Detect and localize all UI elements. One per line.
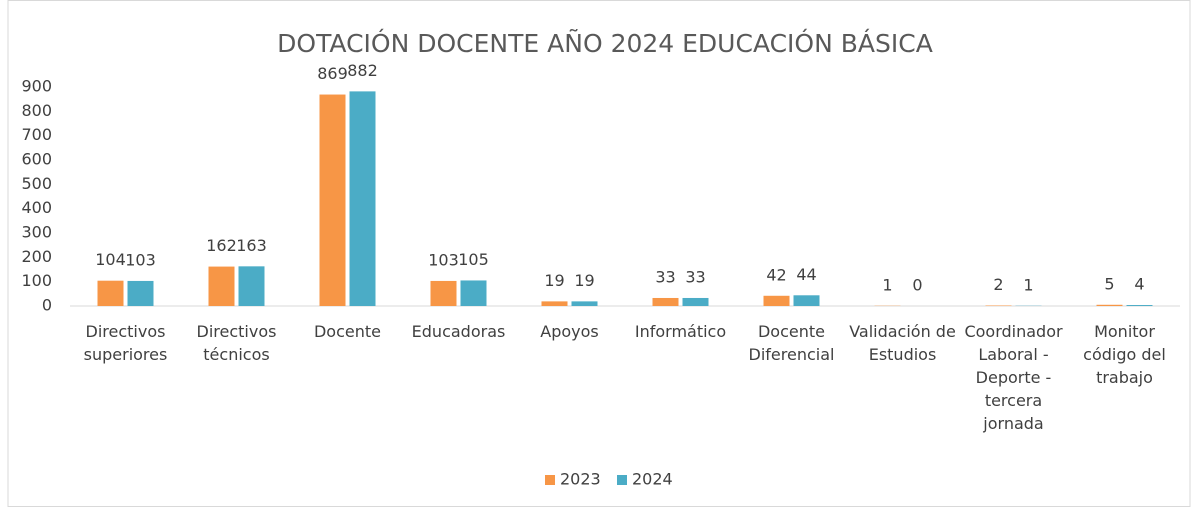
data-label: 33 — [685, 267, 705, 286]
legend-label: 2024 — [632, 470, 673, 489]
data-label: 869 — [317, 64, 348, 83]
x-tick-label: Apoyos — [540, 322, 599, 341]
data-label: 103 — [428, 250, 459, 269]
x-tick-label: Directivos técnicos — [196, 322, 277, 364]
x-tick-label: Validación de Estudios — [849, 322, 956, 364]
y-tick-label: 600 — [21, 150, 52, 169]
y-tick-label: 700 — [21, 125, 52, 144]
y-tick-label: 0 — [42, 296, 52, 315]
y-tick-label: 200 — [21, 247, 52, 266]
data-label: 33 — [655, 267, 675, 286]
x-tick-label: Educadoras — [411, 322, 506, 341]
chart-title: DOTACIÓN DOCENTE AÑO 2024 EDUCACIÓN BÁSI… — [277, 28, 933, 58]
data-label: 105 — [458, 250, 489, 269]
y-tick-label: 400 — [21, 198, 52, 217]
bar — [682, 297, 709, 306]
data-label: 0 — [912, 276, 922, 295]
x-tick-label: Docente — [313, 322, 381, 341]
bar — [541, 301, 568, 306]
data-label: 1 — [882, 275, 892, 294]
data-label: 42 — [766, 265, 786, 284]
data-label: 19 — [544, 271, 564, 290]
bar — [127, 280, 154, 306]
bar — [793, 295, 820, 306]
y-tick-label: 500 — [21, 174, 52, 193]
data-label: 44 — [796, 265, 816, 284]
bar — [763, 295, 790, 306]
x-tick-label: Monitor código del trabajo — [1083, 322, 1166, 387]
data-label: 163 — [236, 236, 267, 255]
bar — [571, 301, 598, 306]
bar — [208, 266, 235, 306]
chart-border — [7, 0, 1191, 507]
data-label: 19 — [574, 271, 594, 290]
y-tick-label: 100 — [21, 271, 52, 290]
x-tick-label: Informático — [634, 322, 727, 341]
bar — [1126, 305, 1153, 306]
bar — [349, 91, 376, 306]
x-tick-label: Coordinador Laboral - Deporte - tercera … — [964, 322, 1063, 433]
bar — [238, 266, 265, 306]
data-label: 882 — [347, 61, 378, 80]
data-label: 103 — [125, 250, 156, 269]
x-tick-label: Docente Diferencial — [748, 322, 835, 364]
legend-swatch — [545, 475, 555, 485]
bar — [652, 297, 679, 306]
bar — [97, 280, 124, 306]
bar — [319, 94, 346, 306]
data-label: 162 — [206, 236, 237, 255]
data-label: 104 — [95, 250, 126, 269]
y-tick-label: 300 — [21, 223, 52, 242]
bar — [1096, 304, 1123, 306]
legend-label: 2023 — [560, 470, 601, 489]
data-label: 2 — [993, 275, 1003, 294]
bar — [430, 280, 457, 306]
bar — [460, 280, 487, 306]
data-label: 5 — [1104, 274, 1114, 293]
data-label: 1 — [1023, 275, 1033, 294]
y-tick-label: 800 — [21, 101, 52, 120]
legend-swatch — [617, 475, 627, 485]
x-tick-label: Directivos superiores — [83, 322, 168, 364]
y-tick-label: 900 — [21, 77, 52, 96]
data-label: 4 — [1134, 275, 1144, 294]
